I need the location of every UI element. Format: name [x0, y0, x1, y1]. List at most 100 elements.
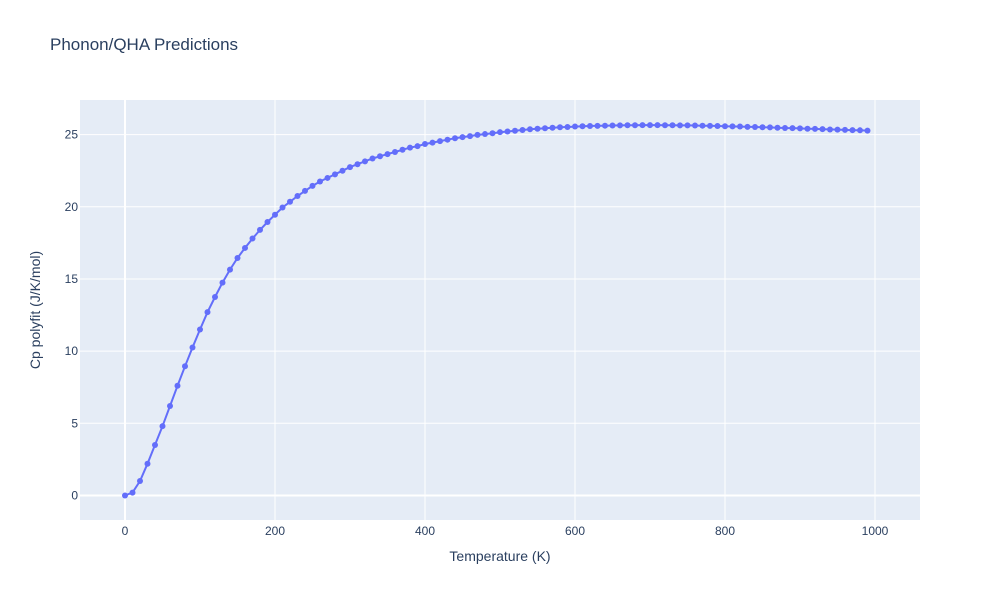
- data-point[interactable]: [174, 382, 181, 389]
- data-point[interactable]: [264, 218, 271, 225]
- data-point[interactable]: [257, 226, 263, 233]
- data-point[interactable]: [677, 122, 683, 129]
- data-point[interactable]: [227, 266, 233, 273]
- data-point[interactable]: [684, 122, 691, 129]
- data-point[interactable]: [137, 478, 143, 485]
- data-point[interactable]: [287, 198, 293, 205]
- data-point[interactable]: [197, 326, 203, 333]
- data-point[interactable]: [497, 129, 503, 136]
- data-point[interactable]: [279, 204, 286, 211]
- data-point[interactable]: [512, 127, 518, 134]
- data-point[interactable]: [699, 122, 706, 129]
- data-point[interactable]: [384, 151, 391, 158]
- data-point[interactable]: [354, 161, 361, 168]
- data-point[interactable]: [819, 126, 826, 133]
- data-point[interactable]: [489, 130, 496, 137]
- data-point[interactable]: [482, 131, 488, 138]
- data-point[interactable]: [744, 123, 751, 130]
- data-point[interactable]: [587, 122, 593, 129]
- data-point[interactable]: [167, 402, 173, 409]
- data-point[interactable]: [864, 127, 871, 134]
- data-point[interactable]: [842, 126, 848, 133]
- data-point[interactable]: [444, 136, 451, 143]
- data-point[interactable]: [437, 138, 443, 145]
- data-point[interactable]: [804, 125, 811, 132]
- data-point[interactable]: [452, 135, 458, 142]
- data-point[interactable]: [392, 148, 398, 155]
- data-point[interactable]: [407, 144, 413, 151]
- data-point[interactable]: [332, 171, 338, 178]
- data-point[interactable]: [722, 123, 728, 130]
- data-point[interactable]: [737, 123, 743, 130]
- data-point[interactable]: [654, 122, 661, 129]
- data-point[interactable]: [624, 122, 631, 129]
- data-point[interactable]: [347, 164, 353, 171]
- data-point[interactable]: [609, 122, 616, 129]
- data-point[interactable]: [152, 441, 158, 448]
- data-point[interactable]: [632, 122, 638, 129]
- data-point[interactable]: [572, 123, 578, 130]
- data-point[interactable]: [647, 122, 653, 129]
- data-point[interactable]: [669, 122, 676, 129]
- data-point[interactable]: [789, 125, 796, 132]
- data-point[interactable]: [752, 123, 758, 130]
- data-point[interactable]: [234, 255, 241, 262]
- data-point[interactable]: [242, 244, 248, 251]
- data-point[interactable]: [602, 122, 608, 129]
- data-point[interactable]: [144, 460, 151, 467]
- data-point[interactable]: [249, 235, 256, 242]
- data-point[interactable]: [797, 125, 803, 132]
- data-point[interactable]: [182, 363, 188, 370]
- data-point[interactable]: [662, 122, 668, 129]
- data-point[interactable]: [189, 344, 196, 351]
- data-point[interactable]: [377, 153, 383, 160]
- data-point[interactable]: [369, 155, 376, 162]
- data-point[interactable]: [834, 126, 841, 133]
- data-point[interactable]: [414, 143, 421, 150]
- data-point[interactable]: [474, 131, 481, 138]
- data-point[interactable]: [639, 122, 646, 129]
- data-point[interactable]: [504, 128, 511, 135]
- data-point[interactable]: [159, 423, 166, 430]
- data-point[interactable]: [594, 122, 601, 129]
- data-point[interactable]: [212, 294, 218, 301]
- data-point[interactable]: [219, 279, 226, 286]
- data-point[interactable]: [579, 123, 586, 130]
- data-point[interactable]: [534, 125, 541, 132]
- data-point[interactable]: [309, 182, 316, 189]
- data-point[interactable]: [317, 178, 323, 185]
- data-point[interactable]: [549, 124, 556, 131]
- data-point[interactable]: [692, 122, 698, 129]
- data-point[interactable]: [519, 127, 526, 134]
- data-point[interactable]: [767, 124, 773, 131]
- data-point[interactable]: [129, 489, 136, 496]
- data-point[interactable]: [714, 122, 721, 129]
- data-point[interactable]: [302, 187, 308, 194]
- data-point[interactable]: [324, 174, 331, 181]
- data-point[interactable]: [339, 167, 346, 174]
- data-point[interactable]: [122, 492, 128, 499]
- data-point[interactable]: [272, 211, 278, 218]
- data-point[interactable]: [564, 123, 571, 130]
- data-point[interactable]: [204, 309, 211, 316]
- data-point[interactable]: [782, 125, 788, 131]
- data-point[interactable]: [557, 124, 563, 131]
- data-point[interactable]: [399, 146, 406, 153]
- data-point[interactable]: [759, 124, 766, 131]
- data-point[interactable]: [812, 125, 818, 132]
- data-point[interactable]: [294, 192, 301, 199]
- data-point[interactable]: [827, 126, 833, 133]
- data-point[interactable]: [527, 126, 533, 133]
- data-point[interactable]: [617, 122, 623, 129]
- data-point[interactable]: [542, 125, 548, 132]
- data-point[interactable]: [467, 133, 473, 140]
- data-point[interactable]: [849, 127, 856, 134]
- data-point[interactable]: [429, 139, 436, 146]
- data-point[interactable]: [707, 122, 713, 129]
- data-point[interactable]: [729, 123, 736, 130]
- data-point[interactable]: [422, 141, 428, 148]
- data-point[interactable]: [362, 158, 368, 165]
- data-point[interactable]: [857, 127, 863, 134]
- data-point[interactable]: [459, 134, 466, 141]
- data-point[interactable]: [774, 124, 781, 131]
